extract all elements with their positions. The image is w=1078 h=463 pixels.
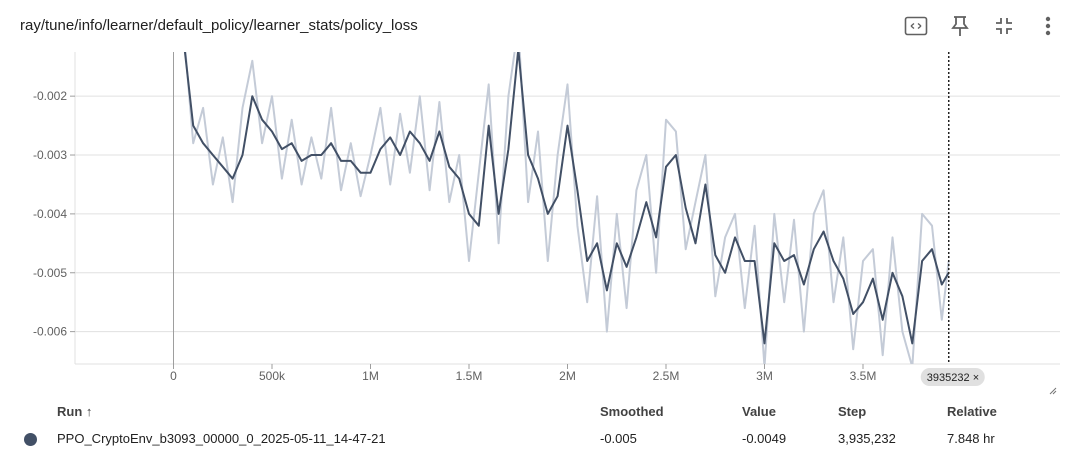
raw-value: -0.0049 xyxy=(742,431,787,446)
more-vert-icon xyxy=(1045,16,1051,36)
resize-handle-icon[interactable] xyxy=(1049,387,1057,395)
smoothed-series-line xyxy=(183,52,950,345)
x-tick-label: 2.5M xyxy=(653,369,680,383)
header-smoothed[interactable]: Smoothed xyxy=(600,404,664,419)
x-tick-label: 2M xyxy=(559,369,576,383)
card-toolbar xyxy=(894,10,1070,42)
x-tick-label: 3M xyxy=(756,369,773,383)
cursor-chip-background xyxy=(920,368,985,386)
y-tick-label: -0.003 xyxy=(33,148,67,162)
y-tick-label: -0.005 xyxy=(33,266,67,280)
x-tick-label: 500k xyxy=(259,369,286,383)
header-run[interactable]: Run ↑ xyxy=(57,404,93,419)
pin-icon xyxy=(951,16,969,36)
cursor-step-label: 3935232 xyxy=(927,372,970,384)
fit-domain-button[interactable] xyxy=(894,10,938,42)
x-tick-label: 1M xyxy=(362,369,379,383)
series-group xyxy=(183,52,950,364)
run-color-dot xyxy=(24,433,37,446)
smoothed-value: -0.005 xyxy=(600,431,637,446)
chart-area[interactable]: -0.002 -0.003 -0.004 -0.005 -0.006 0 500k 1M 1.5… xyxy=(0,48,1078,400)
header-value[interactable]: Value xyxy=(742,404,776,419)
x-tick-label: 0 xyxy=(170,369,177,383)
card-title: ray/tune/info/learner/default_policy/lea… xyxy=(20,17,418,34)
pin-button[interactable] xyxy=(938,10,982,42)
cursor-step-chip[interactable]: 3935232 × xyxy=(920,368,985,386)
raw-series-line xyxy=(184,52,950,364)
fit-domain-icon xyxy=(904,16,928,36)
step-value: 3,935,232 xyxy=(838,431,896,446)
y-tick-label: -0.004 xyxy=(33,207,67,221)
collapse-icon xyxy=(996,18,1012,34)
header-relative[interactable]: Relative xyxy=(947,404,997,419)
relative-value: 7.848 hr xyxy=(947,431,995,446)
x-tick-label: 1.5M xyxy=(456,369,483,383)
header-step[interactable]: Step xyxy=(838,404,867,419)
more-button[interactable] xyxy=(1026,10,1070,42)
x-tick-label: 3.5M xyxy=(850,369,877,383)
y-tick-label: -0.002 xyxy=(33,89,67,103)
run-table: Run ↑ Smoothed Value Step Relative PPO_C… xyxy=(0,400,1078,463)
line-chart[interactable]: -0.002 -0.003 -0.004 -0.005 -0.006 0 500k 1M 1.5… xyxy=(0,48,1078,400)
y-tick-label: -0.006 xyxy=(33,325,67,339)
collapse-button[interactable] xyxy=(982,10,1026,42)
run-name: PPO_CryptoEnv_b3093_00000_0_2025-05-11_1… xyxy=(57,431,386,446)
clear-cursor-icon[interactable]: × xyxy=(973,372,979,384)
